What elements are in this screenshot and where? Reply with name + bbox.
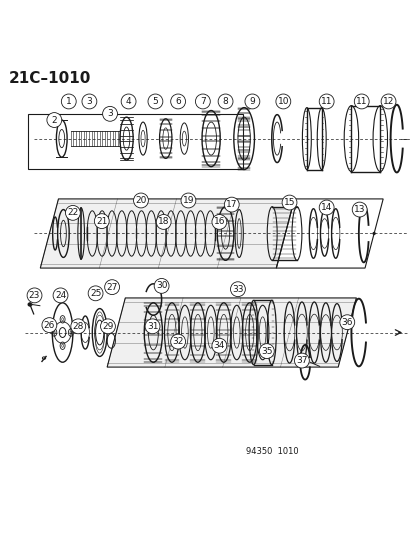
Text: 11: 11 [355,97,367,106]
Text: 22: 22 [67,208,78,217]
Circle shape [195,94,210,109]
Circle shape [318,200,333,215]
Text: 13: 13 [353,205,365,214]
Circle shape [156,214,171,229]
Text: 32: 32 [172,337,183,346]
Text: 27: 27 [106,282,118,292]
Circle shape [275,94,290,109]
Circle shape [230,282,245,297]
Text: 21: 21 [96,216,107,225]
Text: 33: 33 [232,285,243,294]
Text: 7: 7 [199,97,205,106]
Text: 19: 19 [182,196,194,205]
Text: 18: 18 [157,217,169,227]
Text: 31: 31 [147,322,158,331]
Text: 24: 24 [55,291,66,300]
Circle shape [145,319,159,334]
Polygon shape [107,298,356,367]
Text: 15: 15 [283,198,294,207]
Circle shape [27,302,31,306]
Text: 34: 34 [213,341,225,350]
Circle shape [354,94,368,109]
Text: 17: 17 [225,200,237,209]
Text: 14: 14 [320,203,332,212]
Circle shape [380,94,395,109]
Circle shape [147,94,162,109]
Circle shape [53,288,68,303]
Text: 20: 20 [135,196,146,205]
Circle shape [170,94,185,109]
Circle shape [102,107,117,122]
Text: 3: 3 [86,97,92,106]
Circle shape [180,193,195,208]
Text: 35: 35 [261,346,272,356]
Text: 8: 8 [222,97,228,106]
Text: 37: 37 [295,356,307,365]
Text: 94350  1010: 94350 1010 [246,447,298,456]
Text: 28: 28 [72,322,84,331]
Text: 5: 5 [152,97,158,106]
Circle shape [218,94,233,109]
Text: 12: 12 [382,97,393,106]
Circle shape [211,338,226,353]
Circle shape [154,278,169,293]
Text: 1: 1 [66,97,71,106]
Circle shape [211,214,226,229]
Circle shape [71,319,85,334]
Circle shape [121,94,136,109]
Circle shape [100,319,115,334]
Circle shape [294,353,309,368]
Circle shape [94,214,109,229]
Circle shape [47,112,62,127]
Text: 3: 3 [107,109,113,118]
Circle shape [82,94,97,109]
Text: 6: 6 [175,97,180,106]
Text: 29: 29 [102,322,114,331]
Circle shape [281,195,296,210]
Text: 25: 25 [90,289,101,298]
Circle shape [133,193,148,208]
Text: 2: 2 [51,116,57,125]
Circle shape [244,94,259,109]
Text: 9: 9 [249,97,255,106]
Text: 21C–1010: 21C–1010 [9,70,91,85]
Circle shape [259,344,273,359]
Circle shape [170,334,185,349]
Text: 26: 26 [44,320,55,329]
Circle shape [42,318,57,333]
Circle shape [318,94,333,109]
Circle shape [351,202,366,217]
Circle shape [27,288,42,303]
Text: 23: 23 [29,291,40,300]
Text: 10: 10 [277,97,288,106]
Circle shape [65,205,80,220]
Text: 11: 11 [320,97,332,106]
Text: 30: 30 [155,281,167,290]
Circle shape [61,94,76,109]
Circle shape [88,286,103,301]
Text: 4: 4 [126,97,131,106]
Text: 16: 16 [213,217,225,227]
Circle shape [372,232,375,235]
Polygon shape [40,199,294,268]
Circle shape [104,280,119,295]
Text: 36: 36 [341,318,352,327]
Circle shape [224,197,239,212]
Circle shape [339,315,354,329]
